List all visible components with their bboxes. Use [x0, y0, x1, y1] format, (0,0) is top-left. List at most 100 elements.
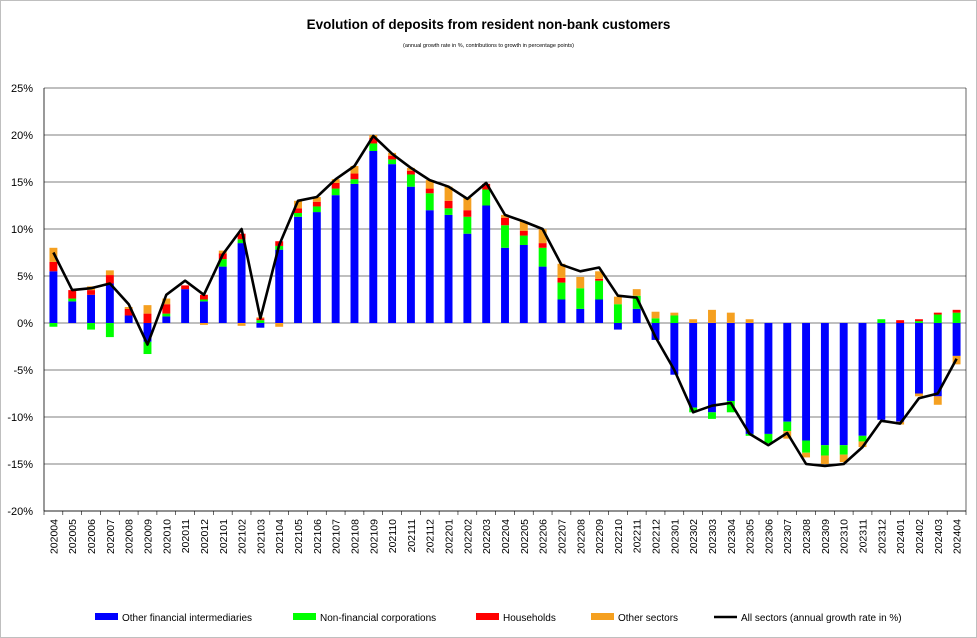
x-tick-label: 202306: [763, 519, 775, 554]
bar-other-financial-intermediaries-202209: [595, 299, 604, 323]
bar-non-financial-corporations-202310: [839, 445, 848, 455]
bar-other-financial-intermediaries-202203: [482, 205, 491, 323]
x-tick-label: 202303: [707, 519, 719, 554]
axes: [43, 88, 967, 512]
bar-non-financial-corporations-202107: [331, 188, 340, 196]
bar-non-financial-corporations-202012: [199, 299, 208, 302]
legend-non-financial-corporations-swatch: [293, 613, 316, 620]
bar-households-202203: [482, 183, 491, 190]
bar-other-financial-intermediaries-202112: [425, 210, 434, 323]
bar-other-financial-intermediaries-202312: [877, 323, 886, 420]
bar-other-sectors-202012: [199, 323, 208, 325]
bar-other-sectors-202101: [218, 250, 227, 254]
bar-households-202202: [463, 210, 472, 217]
x-tick-label: 202307: [782, 519, 794, 554]
bar-households-202205: [519, 230, 528, 236]
bar-non-financial-corporations-202202: [463, 216, 472, 234]
bar-households-202403: [933, 312, 942, 315]
bar-households-202010: [162, 304, 171, 314]
x-tick-label: 202009: [142, 519, 154, 554]
bar-households-202105: [294, 208, 302, 214]
bar-non-financial-corporations-202010: [162, 313, 171, 317]
bar-households-202111: [406, 170, 415, 175]
bar-households-202008: [124, 308, 133, 316]
legend-other-financial-intermediaries-swatch: [95, 613, 118, 620]
bar-other-financial-intermediaries-202306: [764, 323, 773, 434]
bar-other-financial-intermediaries-202211: [632, 308, 641, 323]
bar-other-financial-intermediaries-202005: [68, 301, 77, 323]
x-tick-label: 202204: [500, 519, 512, 554]
bar-other-sectors-202105: [294, 200, 302, 209]
bar-households-202207: [557, 277, 566, 283]
bar-non-financial-corporations-202112: [425, 193, 434, 211]
x-tick-label: 202310: [839, 519, 851, 554]
bar-other-financial-intermediaries-202104: [275, 249, 284, 323]
line-series: [52, 134, 958, 468]
bar-non-financial-corporations-202208: [576, 288, 585, 309]
x-tick-label: 202403: [933, 519, 945, 554]
bar-non-financial-corporations-202201: [444, 208, 453, 215]
bar-other-sectors-202010: [162, 298, 171, 305]
bar-non-financial-corporations-202210: [613, 304, 622, 323]
bar-non-financial-corporations-202007: [105, 323, 114, 338]
bar-households-202206: [538, 243, 547, 248]
x-tick-label: 202301: [669, 519, 681, 554]
bar-other-financial-intermediaries-202011: [181, 289, 190, 323]
bar-households-202201: [444, 200, 453, 209]
bar-other-financial-intermediaries-202201: [444, 214, 453, 323]
x-tick-label: 202201: [444, 519, 456, 554]
bar-other-sectors-202308: [802, 452, 811, 458]
legend: Other financial intermediaries Non-financ…: [95, 613, 902, 624]
x-tick-label: 202202: [462, 519, 474, 554]
bar-other-sectors-202008: [124, 307, 133, 309]
x-tick-label: 202207: [556, 519, 568, 554]
bar-other-sectors-202104: [275, 323, 284, 327]
x-tick-label: 202205: [519, 519, 531, 554]
bar-other-financial-intermediaries-202107: [331, 195, 340, 323]
bar-other-sectors-202206: [538, 229, 547, 244]
bar-other-sectors-202301: [670, 312, 679, 316]
bar-households-202005: [68, 290, 77, 299]
x-tick-label: 202106: [312, 519, 324, 554]
bar-other-sectors-202112: [425, 180, 434, 189]
bar-households-202012: [199, 294, 208, 300]
bar-other-financial-intermediaries-202303: [708, 323, 716, 413]
x-tick-label: 202206: [538, 519, 550, 554]
bar-other-financial-intermediaries-202108: [350, 183, 359, 323]
bar-other-financial-intermediaries-202202: [463, 233, 472, 323]
bar-other-financial-intermediaries-202105: [294, 216, 302, 323]
bar-non-financial-corporations-202103: [256, 320, 265, 323]
bar-non-financial-corporations-202303: [708, 412, 716, 419]
bar-other-financial-intermediaries-202101: [218, 266, 227, 323]
bar-households-202112: [425, 188, 434, 194]
bar-households-202404: [952, 309, 961, 313]
x-tick-label: 202102: [237, 519, 249, 554]
legend-other-sectors-label: Other sectors: [618, 613, 678, 624]
bar-households-202006: [87, 290, 95, 295]
bar-non-financial-corporations-202308: [802, 440, 811, 453]
bar-non-financial-corporations-202111: [406, 174, 415, 187]
bar-non-financial-corporations-202110: [388, 159, 397, 165]
x-tick-label: 202108: [349, 519, 361, 554]
x-tick-label: 202112: [425, 519, 437, 553]
bar-other-financial-intermediaries-202110: [388, 164, 397, 323]
bar-non-financial-corporations-202207: [557, 282, 566, 300]
bar-non-financial-corporations-202209: [595, 280, 604, 300]
x-tick-label: 202111: [406, 519, 418, 553]
bar-households-202004: [49, 261, 58, 272]
x-tick-label: 202107: [331, 519, 343, 554]
x-tick-label: 202404: [952, 519, 964, 554]
legend-households-swatch: [476, 613, 499, 620]
bar-households-202102: [237, 233, 246, 240]
y-tick-label: 0%: [17, 318, 33, 330]
bar-households-202401: [896, 320, 905, 323]
x-tick-label: 202007: [105, 519, 117, 554]
bar-other-sectors-202202: [463, 197, 472, 211]
bar-other-financial-intermediaries-202008: [124, 315, 133, 323]
bar-other-financial-intermediaries-202109: [369, 150, 378, 323]
bar-households-202402: [915, 319, 923, 322]
bar-other-sectors-202212: [651, 311, 660, 319]
bar-households-202007: [105, 275, 114, 284]
bar-non-financial-corporations-202005: [68, 298, 77, 302]
